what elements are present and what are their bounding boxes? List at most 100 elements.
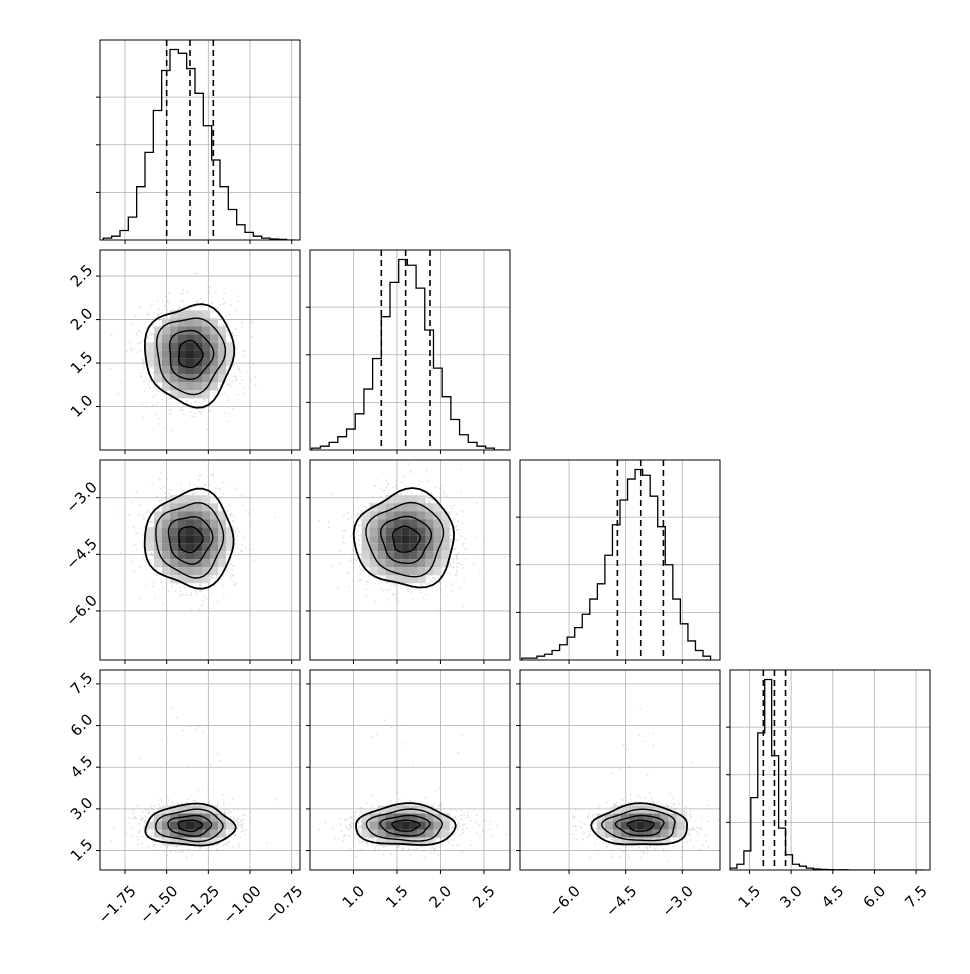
density-cell	[393, 535, 402, 544]
density-cell	[218, 366, 226, 375]
x-tick-label: −1.75	[95, 882, 140, 927]
density-cell	[194, 310, 202, 319]
density-cell	[218, 519, 226, 528]
panel-frame	[519, 459, 721, 661]
hist-panel-0	[96, 39, 301, 244]
density-cell	[154, 535, 162, 544]
density-cell	[178, 535, 186, 544]
contour-line	[590, 802, 689, 846]
density-cell	[178, 511, 186, 520]
density-cell	[401, 821, 410, 830]
contour-line	[178, 526, 204, 554]
density-cell	[612, 829, 621, 838]
y-tick-label: −6.0	[62, 591, 100, 629]
density-cell	[385, 519, 394, 528]
density-cell	[393, 567, 402, 576]
contour-line	[626, 819, 655, 832]
density-cell	[186, 318, 194, 327]
density-cell	[162, 813, 170, 822]
density-cell	[186, 310, 194, 319]
density-cell	[377, 813, 386, 822]
density-cell	[668, 821, 677, 830]
density-cell	[644, 821, 653, 830]
density-cell	[385, 575, 394, 584]
density-cell	[226, 535, 234, 544]
density-cell	[170, 837, 178, 846]
density-cell	[210, 837, 218, 846]
contour-line	[391, 819, 421, 832]
density-cell	[393, 503, 402, 512]
density-cell	[186, 551, 194, 560]
density-cell	[162, 527, 170, 536]
density-cell	[218, 342, 226, 351]
density-cell	[218, 813, 226, 822]
contour-line	[144, 802, 237, 847]
density-cell	[417, 543, 426, 552]
contour-line	[379, 814, 431, 837]
density-cell	[604, 821, 613, 830]
density-cell	[202, 342, 210, 351]
density-cell	[425, 805, 434, 814]
panel-frame	[729, 669, 931, 871]
panel-content	[730, 670, 930, 870]
x-tick-label: −4.5	[602, 882, 640, 920]
density-cell	[652, 805, 661, 814]
density-cell	[218, 511, 226, 520]
density-cell	[194, 567, 202, 576]
density-cell	[154, 374, 162, 383]
panel-content	[100, 460, 300, 660]
density-cell	[441, 543, 450, 552]
density-cell	[393, 527, 402, 536]
density-cell	[361, 551, 370, 560]
density-cell	[393, 543, 402, 552]
density-cell	[218, 535, 226, 544]
density-cell	[644, 837, 653, 846]
density-cell	[210, 821, 218, 830]
density-cell	[202, 503, 210, 512]
histogram-step	[730, 678, 925, 870]
panel-content	[520, 460, 720, 660]
y-tick-label: 2.5	[67, 261, 97, 291]
density-cell	[218, 829, 226, 838]
density-cell	[425, 551, 434, 560]
density-cell	[604, 829, 613, 838]
scatter-panel-3-2: −6.0 −4.5 −3.0	[516, 669, 721, 921]
density-cell	[202, 543, 210, 552]
density-cell	[433, 567, 442, 576]
density-cell	[210, 358, 218, 367]
panel-frame	[99, 459, 301, 661]
density-cell	[660, 805, 669, 814]
density-cell	[676, 821, 685, 830]
density-cell	[202, 535, 210, 544]
density-cell	[170, 559, 178, 568]
y-tick-label: 4.5	[67, 752, 97, 782]
density-cell	[644, 829, 653, 838]
density-cell	[377, 503, 386, 512]
scatter-points	[318, 463, 505, 611]
density-cell	[377, 829, 386, 838]
density-cell	[186, 559, 194, 568]
density-cell	[202, 575, 210, 584]
density-cell	[660, 837, 669, 846]
density-cell	[417, 535, 426, 544]
density-cell	[154, 326, 162, 335]
panel-frame	[99, 669, 301, 871]
density-cell	[425, 503, 434, 512]
density-cell	[393, 829, 402, 838]
density-cell	[186, 567, 194, 576]
density-cell	[178, 326, 186, 335]
density-cell	[417, 805, 426, 814]
density-cell	[401, 575, 410, 584]
density-cell	[202, 318, 210, 327]
density-cell	[401, 503, 410, 512]
panel-frame	[309, 459, 511, 661]
density-cell	[210, 503, 218, 512]
density-cell	[194, 813, 202, 822]
density-cell	[186, 527, 194, 536]
density-cell	[162, 519, 170, 528]
density-cell	[202, 805, 210, 814]
density-cell	[194, 551, 202, 560]
density-cell	[210, 519, 218, 528]
density-cell	[628, 805, 637, 814]
